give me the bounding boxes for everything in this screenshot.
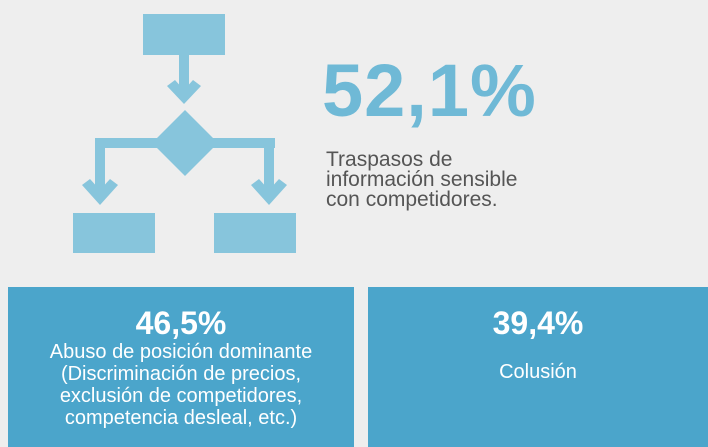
- card: 46,5% Abuso de posición dominante (Discr…: [8, 287, 354, 447]
- description-line: Traspasos de: [326, 148, 453, 171]
- card-value: 46,5%: [135, 305, 227, 341]
- card-line: exclusión de competidores,: [59, 385, 303, 407]
- hero-value: 52,1%: [322, 49, 537, 132]
- hero-description: Traspasos de información sensible con co…: [326, 148, 518, 211]
- card-line: Abuso de posición dominante: [49, 341, 313, 363]
- flowchart-icon: [73, 14, 296, 253]
- card: 39,4% Colusión: [368, 287, 708, 447]
- card-line: competencia desleal, etc.): [64, 407, 298, 429]
- card-line: Colusión: [499, 361, 577, 383]
- card-line: (Discriminación de precios,: [60, 363, 302, 385]
- description-line: con competidores.: [326, 188, 498, 211]
- description-line: información sensible: [326, 168, 518, 191]
- card-value: 39,4%: [492, 305, 584, 341]
